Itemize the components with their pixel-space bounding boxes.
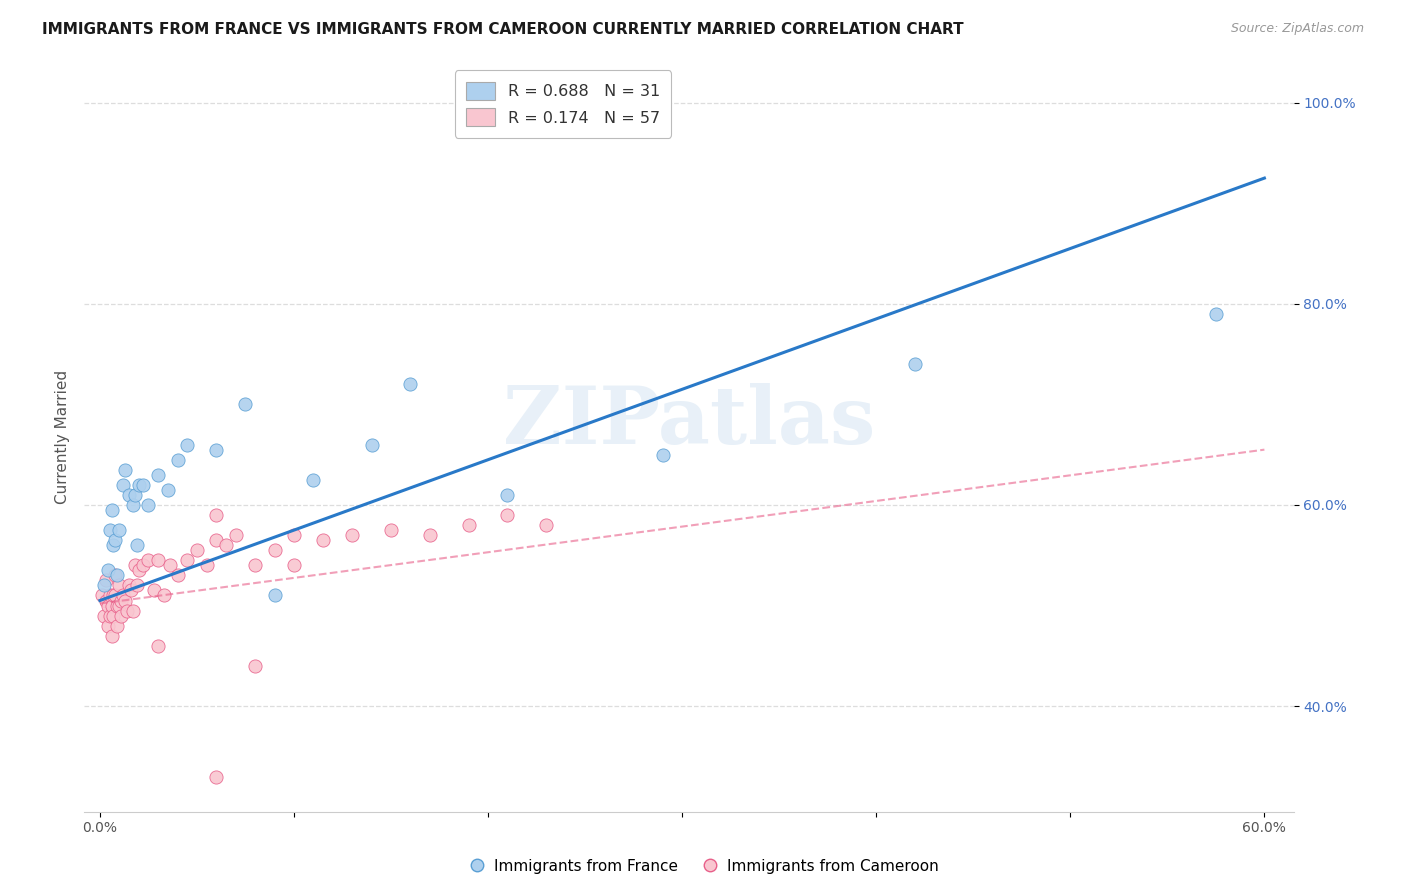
Point	[263, 543, 285, 558]
Point	[496, 508, 519, 522]
Point	[93, 578, 115, 592]
Point	[103, 608, 125, 623]
Point	[105, 599, 128, 613]
Point	[105, 568, 128, 582]
Point	[159, 558, 181, 573]
Point	[110, 593, 132, 607]
Point	[205, 508, 228, 522]
Point	[112, 478, 135, 492]
Point	[124, 488, 146, 502]
Point	[115, 603, 138, 617]
Y-axis label: Currently Married: Currently Married	[55, 370, 70, 504]
Point	[186, 543, 208, 558]
Point	[205, 770, 228, 784]
Point	[98, 523, 121, 537]
Legend: Immigrants from France, Immigrants from Cameroon: Immigrants from France, Immigrants from …	[461, 853, 945, 880]
Point	[131, 558, 153, 573]
Point	[112, 589, 135, 603]
Point	[122, 603, 145, 617]
Point	[105, 618, 128, 632]
Point	[536, 518, 558, 533]
Point	[122, 498, 145, 512]
Point	[118, 578, 141, 592]
Point	[243, 558, 266, 573]
Point	[97, 599, 120, 613]
Point	[153, 589, 176, 603]
Point	[205, 533, 228, 548]
Point	[98, 589, 121, 603]
Point	[131, 478, 153, 492]
Point	[138, 553, 160, 567]
Point	[110, 608, 132, 623]
Point	[146, 639, 169, 653]
Text: IMMIGRANTS FROM FRANCE VS IMMIGRANTS FROM CAMEROON CURRENTLY MARRIED CORRELATION: IMMIGRANTS FROM FRANCE VS IMMIGRANTS FRO…	[42, 22, 963, 37]
Point	[124, 558, 146, 573]
Legend: R = 0.688   N = 31, R = 0.174   N = 57: R = 0.688 N = 31, R = 0.174 N = 57	[456, 70, 671, 137]
Point	[283, 528, 305, 542]
Point	[98, 608, 121, 623]
Point	[166, 452, 188, 467]
Point	[263, 589, 285, 603]
Point	[103, 589, 125, 603]
Text: Source: ZipAtlas.com: Source: ZipAtlas.com	[1230, 22, 1364, 36]
Point	[283, 558, 305, 573]
Point	[340, 528, 363, 542]
Point	[205, 442, 228, 457]
Point	[114, 463, 136, 477]
Point	[100, 503, 122, 517]
Point	[146, 467, 169, 482]
Point	[156, 483, 179, 497]
Point	[108, 523, 131, 537]
Point	[125, 578, 148, 592]
Point	[100, 599, 122, 613]
Point	[97, 563, 120, 577]
Point	[360, 437, 382, 451]
Point	[100, 629, 122, 643]
Point	[457, 518, 479, 533]
Point	[1205, 307, 1227, 321]
Point	[103, 538, 125, 552]
Point	[97, 618, 120, 632]
Point	[225, 528, 247, 542]
Point	[651, 448, 673, 462]
Point	[215, 538, 238, 552]
Point	[94, 574, 117, 588]
Point	[90, 589, 112, 603]
Point	[120, 583, 142, 598]
Point	[496, 488, 519, 502]
Point	[118, 488, 141, 502]
Point	[93, 608, 115, 623]
Point	[114, 593, 136, 607]
Point	[138, 498, 160, 512]
Point	[195, 558, 218, 573]
Point	[235, 397, 257, 411]
Point	[143, 583, 166, 598]
Point	[243, 659, 266, 673]
Text: ZIPatlas: ZIPatlas	[503, 383, 875, 461]
Point	[176, 553, 198, 567]
Point	[128, 478, 150, 492]
Point	[312, 533, 335, 548]
Point	[302, 473, 325, 487]
Point	[128, 563, 150, 577]
Point	[399, 377, 422, 392]
Point	[166, 568, 188, 582]
Point	[108, 578, 131, 592]
Point	[125, 538, 148, 552]
Point	[104, 568, 127, 582]
Point	[419, 528, 441, 542]
Point	[94, 593, 117, 607]
Point	[108, 599, 131, 613]
Point	[176, 437, 198, 451]
Point	[380, 523, 402, 537]
Point	[104, 533, 127, 548]
Point	[104, 589, 127, 603]
Point	[904, 357, 927, 371]
Point	[146, 553, 169, 567]
